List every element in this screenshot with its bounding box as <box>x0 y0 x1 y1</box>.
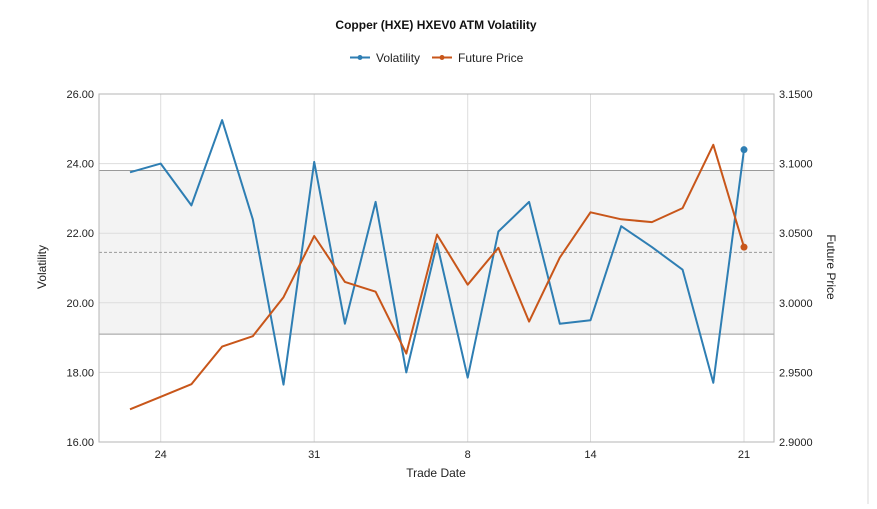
y-tick-label: 18.00 <box>66 367 94 379</box>
data-point-future-price <box>741 244 748 251</box>
y-tick-label: 20.00 <box>66 298 94 310</box>
y2-tick-label: 2.9000 <box>779 437 813 449</box>
legend-future-price-label: Future Price <box>458 51 524 65</box>
y-axis-title: Volatility <box>35 245 49 289</box>
legend-volatility-label: Volatility <box>376 51 420 65</box>
legend-future-price-marker <box>440 55 445 60</box>
x-tick-label: 21 <box>738 449 750 461</box>
x-tick-label: 31 <box>308 449 320 461</box>
y2-tick-label: 3.0500 <box>779 228 813 240</box>
y2-tick-label: 2.9500 <box>779 367 813 379</box>
x-tick-label: 14 <box>584 449 596 461</box>
plot-area: 16.00 18.00 20.00 22.00 24.00 26.00 2.9000 2.95… <box>66 89 812 461</box>
data-point-volatility <box>741 146 748 153</box>
x-tick-label: 8 <box>465 449 471 461</box>
y-tick-label: 24.00 <box>66 159 94 171</box>
y-tick-label: 16.00 <box>66 437 94 449</box>
x-tick-label: 24 <box>155 449 167 461</box>
y2-tick-label: 3.1500 <box>779 89 813 101</box>
y-tick-label: 22.00 <box>66 228 94 240</box>
y-tick-label: 26.00 <box>66 89 94 101</box>
y2-axis-title: Future Price <box>824 234 838 300</box>
legend-volatility-marker <box>358 55 363 60</box>
x-axis-title: Trade Date <box>406 466 466 480</box>
y2-tick-label: 3.0000 <box>779 298 813 310</box>
y2-tick-label: 3.1000 <box>779 159 813 171</box>
chart-title: Copper (HXE) HXEV0 ATM Volatility <box>335 18 536 32</box>
